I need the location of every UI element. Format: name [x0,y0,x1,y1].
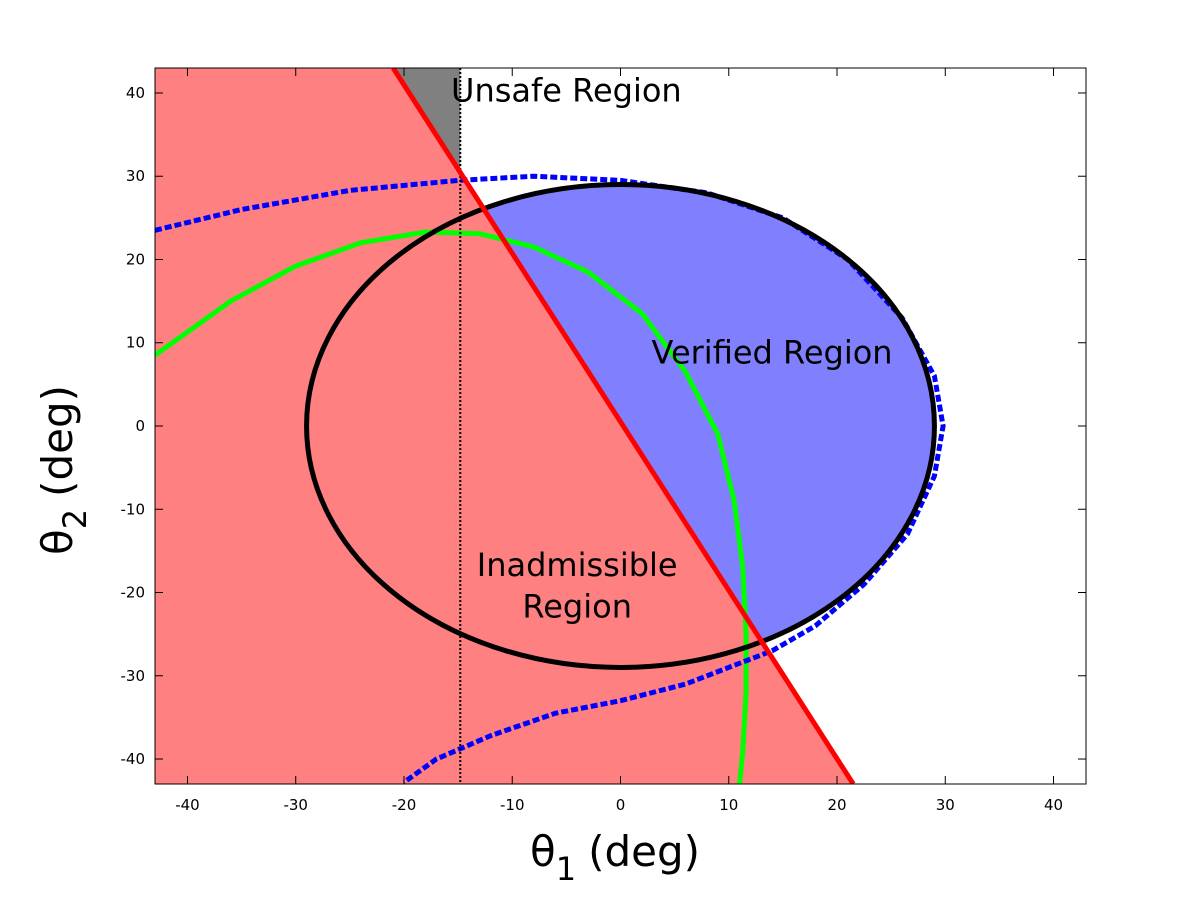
axis-ticks [155,68,1086,784]
boundary-line [391,68,856,784]
x-tick-label: 20 [827,796,846,814]
x-tick-label: -10 [500,796,525,814]
green-curve [155,229,749,784]
x-tick-label: 10 [719,796,738,814]
y-tick-label: 10 [126,334,145,352]
inadmissible-region-fill [155,68,854,784]
y-tick-label: -10 [121,500,146,518]
y-tick-label: -20 [121,584,146,602]
x-tick-label: -30 [283,796,308,814]
y-tick-label: 20 [126,250,145,268]
region-label: Region [522,587,632,625]
blue-dashed-boundary [155,173,946,784]
plot-area [155,68,1086,784]
region-label: Inadmissible [477,546,678,584]
x-tick-labels: -40 -30 -20 -10 0 10 20 30 40 [175,796,1063,814]
y-tick-label: -40 [121,750,146,768]
region-labels: Unsafe Region Verified Region Inadmissible… [451,71,893,625]
x-tick-label: -20 [392,796,417,814]
region-label: Verified Region [652,334,893,372]
region-label: Unsafe Region [451,71,682,109]
x-tick-label: 30 [936,796,955,814]
y-tick-label: 30 [126,167,145,185]
y-tick-labels: -40 -30 -20 -10 0 10 20 30 40 [121,84,146,768]
x-tick-label: 40 [1044,796,1063,814]
x-tick-label: -40 [175,796,200,814]
y-axis-label: θ2(deg) [33,385,94,555]
y-tick-label: -30 [121,667,146,685]
verified-ellipse [304,182,937,670]
x-axis-label: θ1 (deg) [530,827,700,888]
y-tick-label: 40 [126,84,145,102]
x-tick-label: 0 [616,796,626,814]
y-tick-label: 0 [135,417,145,435]
